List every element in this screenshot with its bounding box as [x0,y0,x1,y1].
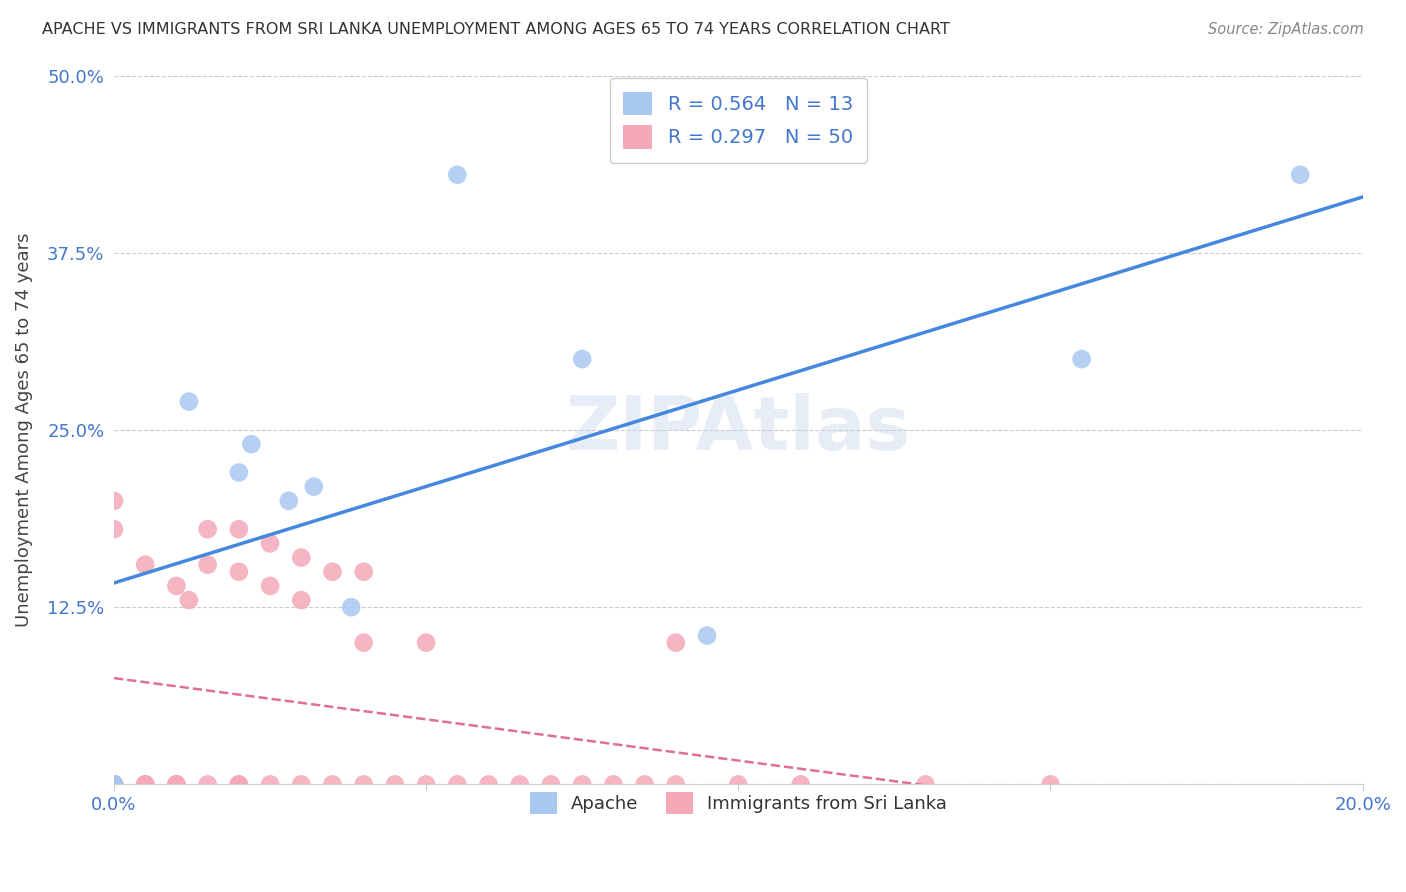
Point [103,777,125,791]
Point [165,579,187,593]
Point [540,777,562,791]
Point [290,593,312,607]
Point [228,777,250,791]
Point [914,777,936,791]
Text: Source: ZipAtlas.com: Source: ZipAtlas.com [1208,22,1364,37]
Point [134,777,156,791]
Point [240,437,263,451]
Point [259,777,281,791]
Point [1039,777,1062,791]
Point [665,635,688,649]
Point [103,522,125,536]
Point [571,777,593,791]
Point [384,777,406,791]
Point [177,593,200,607]
Point [446,168,468,182]
Point [415,635,437,649]
Point [103,777,125,791]
Point [290,777,312,791]
Point [789,777,811,791]
Point [197,558,219,572]
Point [177,394,200,409]
Point [228,466,250,480]
Point [197,777,219,791]
Point [228,777,250,791]
Legend: Apache, Immigrants from Sri Lanka: Apache, Immigrants from Sri Lanka [519,781,957,825]
Point [165,777,187,791]
Point [259,536,281,550]
Point [446,777,468,791]
Point [290,550,312,565]
Point [727,777,749,791]
Point [103,777,125,791]
Point [353,565,375,579]
Point [665,777,688,791]
Point [228,565,250,579]
Point [165,777,187,791]
Point [353,635,375,649]
Point [134,558,156,572]
Point [1070,352,1092,367]
Point [302,480,325,494]
Point [259,579,281,593]
Point [571,352,593,367]
Point [415,777,437,791]
Point [228,522,250,536]
Point [134,777,156,791]
Point [103,777,125,791]
Point [321,565,343,579]
Point [103,777,125,791]
Y-axis label: Unemployment Among Ages 65 to 74 years: Unemployment Among Ages 65 to 74 years [15,233,32,627]
Point [277,494,299,508]
Point [602,777,624,791]
Point [633,777,655,791]
Point [353,777,375,791]
Point [509,777,531,791]
Point [103,777,125,791]
Point [340,600,363,615]
Point [197,522,219,536]
Point [103,777,125,791]
Text: APACHE VS IMMIGRANTS FROM SRI LANKA UNEMPLOYMENT AMONG AGES 65 TO 74 YEARS CORRE: APACHE VS IMMIGRANTS FROM SRI LANKA UNEM… [42,22,950,37]
Text: ZIPAtlas: ZIPAtlas [565,393,911,467]
Point [321,777,343,791]
Point [477,777,499,791]
Point [1289,168,1312,182]
Point [165,777,187,791]
Point [696,629,718,643]
Point [134,777,156,791]
Point [103,494,125,508]
